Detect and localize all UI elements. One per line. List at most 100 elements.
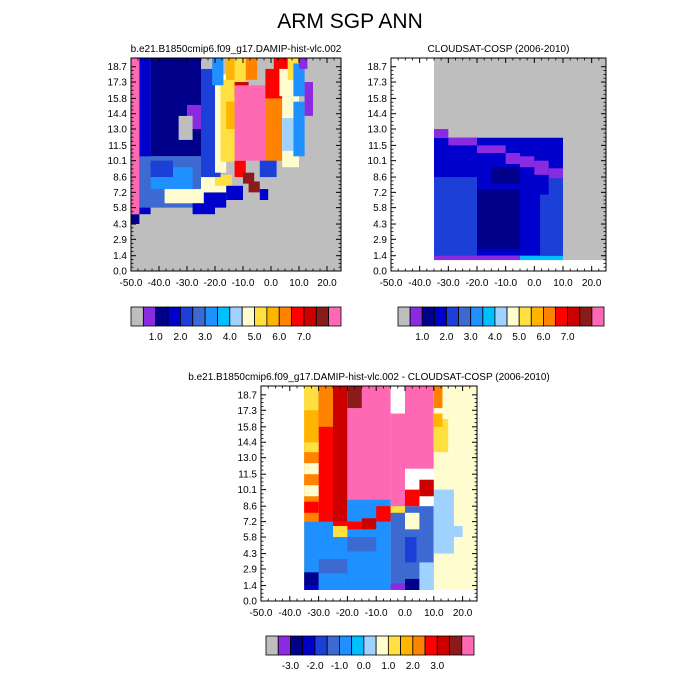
colorbar-label: 4.0 [223, 332, 237, 343]
y-tick-label: 11.5 [368, 141, 387, 152]
heatmap-cell [433, 413, 443, 427]
y-tick-label: 18.7 [238, 390, 258, 401]
heatmap-cell [234, 58, 246, 86]
colorbar-label: 3.0 [198, 332, 212, 343]
y-tick-label: 0.0 [113, 267, 127, 278]
y-tick-label: 14.4 [108, 109, 128, 120]
colorbar-box [409, 306, 423, 327]
y-tick-label: 4.3 [243, 549, 257, 560]
heatmap-cell [234, 160, 246, 178]
heatmap-cell [548, 178, 563, 195]
heatmap-cell [150, 160, 173, 178]
heatmap-cell [419, 562, 434, 590]
colorbar-box [461, 635, 475, 656]
y-tick-label: 17.3 [108, 78, 128, 89]
colorbar-label: 4.0 [488, 332, 502, 343]
colorbar-box [543, 306, 556, 327]
x-tick-label: 10.0 [424, 608, 444, 619]
heatmap-cell [304, 442, 319, 453]
colorbar-box [328, 306, 342, 327]
heatmap-cell [164, 189, 215, 204]
colorbar-box [291, 306, 305, 327]
colorbar-box [375, 635, 389, 656]
y-tick-label: 5.8 [113, 203, 127, 214]
heatmap-cell [333, 521, 362, 530]
y-tick-label: 7.2 [113, 188, 127, 199]
colorbar-label: 1.0 [415, 332, 429, 343]
colorbar-box [290, 635, 304, 656]
y-tick-label: 8.6 [243, 502, 257, 513]
y-tick-label: 14.4 [238, 438, 258, 449]
heatmap-cell [434, 177, 477, 256]
x-tick-label: -10.0 [494, 278, 517, 289]
colorbar-box [400, 635, 414, 656]
colorbar-box [266, 306, 280, 327]
heatmap-cell [139, 58, 151, 215]
y-tick-label: 18.7 [108, 62, 128, 73]
colorbar-label: -3.0 [282, 661, 300, 672]
heatmap-cell [259, 189, 269, 200]
heatmap-cell [390, 583, 405, 590]
x-tick-label: -10.0 [365, 608, 388, 619]
colorbar-box [424, 635, 438, 656]
colorbar-box [229, 306, 243, 327]
y-tick-label: 5.8 [373, 203, 387, 214]
x-tick-label: -50.0 [120, 278, 143, 289]
y-tick-label: 8.6 [113, 173, 127, 184]
heatmap-cell [131, 58, 140, 215]
heatmap-cell [304, 585, 319, 590]
y-tick-label: 10.1 [238, 485, 258, 496]
y-tick-label: 15.8 [108, 94, 128, 105]
x-tick-label: -20.0 [466, 278, 489, 289]
colorbar-box [591, 306, 605, 327]
figure-title: ARM SGP ANN [277, 10, 423, 33]
colorbar-box [265, 635, 279, 656]
x-tick-label: 0.0 [527, 278, 541, 289]
y-tick-label: 1.4 [373, 251, 387, 262]
heatmap-cell [304, 463, 319, 475]
colorbar-label: 1.0 [149, 332, 163, 343]
y-tick-label: 13.0 [368, 125, 388, 136]
colorbar-label: 7.0 [297, 332, 311, 343]
heatmap-cell [347, 386, 362, 409]
heatmap-cell [534, 160, 549, 175]
colorbar-box [397, 306, 411, 327]
heatmap-cell [390, 413, 405, 507]
y-tick-label: 13.0 [238, 453, 258, 464]
y-tick-label: 8.6 [373, 173, 387, 184]
colorbar-box [494, 306, 508, 327]
colorbar-label: 3.0 [464, 332, 478, 343]
heatmap-cell [192, 203, 215, 215]
heatmap-cell [282, 118, 294, 151]
colorbar-box [142, 306, 157, 327]
colorbar-box [302, 635, 316, 656]
colorbar-box [339, 635, 353, 656]
y-tick-label: 15.8 [368, 94, 388, 105]
x-tick-label: -50.0 [250, 608, 273, 619]
y-tick-label: 5.8 [243, 533, 257, 544]
colorbar-label: 5.0 [248, 332, 262, 343]
colorbar-box [567, 306, 581, 327]
colorbar-box [470, 306, 484, 327]
y-tick-label: 0.0 [373, 267, 387, 278]
colorbar-box [217, 306, 231, 327]
y-tick-label: 17.3 [368, 78, 388, 89]
heatmap-cell [215, 174, 232, 186]
heatmap-cell [259, 160, 277, 178]
heatmap-cell [226, 58, 235, 80]
colorbar-label: 0.0 [357, 661, 371, 672]
colorbar-box [449, 635, 463, 656]
heatmap-cell [448, 137, 477, 146]
heatmap-cell [293, 63, 305, 97]
x-tick-label: 20.0 [317, 278, 337, 289]
colorbar-box [180, 306, 194, 327]
colorbar-label: 2.0 [440, 332, 454, 343]
colorbar-box [303, 306, 317, 327]
heatmap-cell [299, 58, 308, 69]
x-tick-label: -20.0 [336, 608, 359, 619]
panel-title: b.e21.B1850cmip6.f09_g17.DAMIP-hist-vlc.… [131, 44, 342, 55]
x-tick-label: -40.0 [278, 608, 301, 619]
heatmap-cell [243, 172, 255, 184]
colorbar-label: 2.0 [406, 661, 420, 672]
